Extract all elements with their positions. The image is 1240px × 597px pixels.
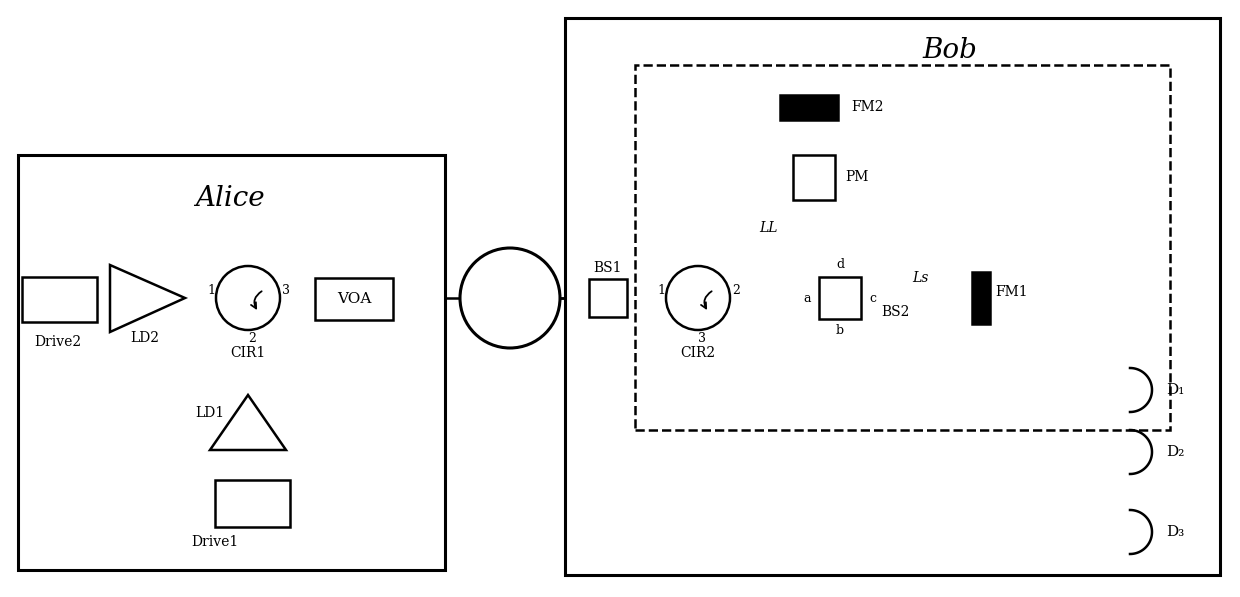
Text: FM2: FM2 <box>852 100 884 114</box>
Text: LD2: LD2 <box>130 331 160 345</box>
Text: Alice: Alice <box>195 184 265 211</box>
Text: D₂: D₂ <box>1166 445 1184 459</box>
Bar <box>635 65 1171 430</box>
Text: 3: 3 <box>698 331 706 344</box>
Text: Ls: Ls <box>911 271 929 285</box>
Text: 2: 2 <box>732 284 740 297</box>
Text: 1: 1 <box>207 284 215 297</box>
Bar <box>818 277 861 319</box>
Text: 1: 1 <box>657 284 665 297</box>
Text: BS1: BS1 <box>594 261 622 275</box>
Text: Bob: Bob <box>923 36 977 63</box>
Polygon shape <box>210 395 286 450</box>
Text: c: c <box>869 291 877 304</box>
Text: FM1: FM1 <box>996 285 1028 299</box>
Circle shape <box>460 248 560 348</box>
Text: D₃: D₃ <box>1166 525 1184 539</box>
Text: VOA: VOA <box>337 292 371 306</box>
Bar <box>22 277 97 322</box>
Text: Drive2: Drive2 <box>35 335 82 349</box>
Text: PM: PM <box>846 170 869 184</box>
Text: 3: 3 <box>281 284 290 297</box>
Bar <box>589 279 627 317</box>
Text: Drive1: Drive1 <box>191 535 238 549</box>
Text: CIR2: CIR2 <box>681 346 715 360</box>
Circle shape <box>216 266 280 330</box>
Bar <box>315 278 393 320</box>
Text: D₁: D₁ <box>1166 383 1184 397</box>
Text: 2: 2 <box>248 331 255 344</box>
Bar <box>780 95 838 120</box>
Polygon shape <box>110 265 185 332</box>
Text: BS2: BS2 <box>880 305 909 319</box>
Bar <box>565 18 1220 575</box>
Bar <box>19 155 445 570</box>
Text: LD1: LD1 <box>196 406 224 420</box>
Circle shape <box>666 266 730 330</box>
Bar <box>794 155 835 200</box>
Text: LL: LL <box>759 221 777 235</box>
Text: CIR1: CIR1 <box>231 346 265 360</box>
Bar <box>972 272 990 324</box>
Text: a: a <box>804 291 811 304</box>
Text: d: d <box>836 259 844 272</box>
Bar <box>215 480 290 527</box>
Text: b: b <box>836 325 844 337</box>
